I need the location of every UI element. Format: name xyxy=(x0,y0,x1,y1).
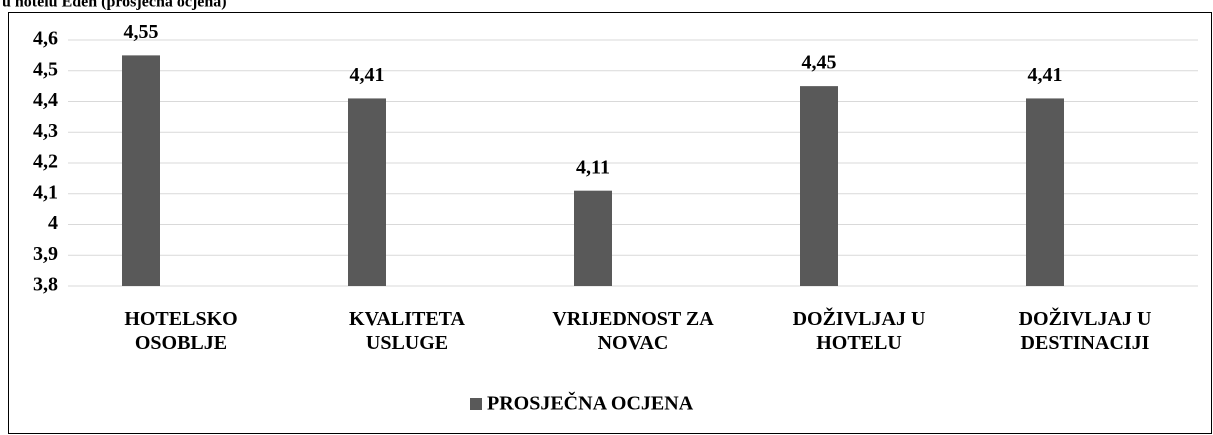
data-label: 4,41 xyxy=(350,64,385,86)
y-tick-label: 4,4 xyxy=(33,89,58,111)
y-tick-label: 4,2 xyxy=(33,151,58,173)
data-label: 4,41 xyxy=(1028,64,1063,86)
chart-title: u hotelu Eden (prosječna ocjena) xyxy=(2,0,227,11)
bar xyxy=(574,190,612,286)
bar xyxy=(122,55,160,286)
data-label: 4,45 xyxy=(802,52,837,74)
legend-label: PROSJEČNA OCJENA xyxy=(487,391,694,415)
bar xyxy=(800,86,838,286)
bar xyxy=(1026,98,1064,286)
data-label: 4,11 xyxy=(576,156,610,178)
x-tick-label: VRIJEDNOST ZA NOVAC xyxy=(552,308,714,354)
data-label: 4,55 xyxy=(124,21,159,43)
legend-swatch xyxy=(470,398,482,410)
bar xyxy=(348,98,386,286)
y-tick-label: 4,3 xyxy=(33,120,58,142)
y-tick-label: 4 xyxy=(48,212,58,234)
x-tick-label: DOŽIVLJAJ U HOTELU xyxy=(793,306,926,354)
x-tick-label: KVALITETA USLUGE xyxy=(349,308,466,354)
x-tick-label: HOTELSKO OSOBLJE xyxy=(124,308,237,354)
y-tick-label: 4,5 xyxy=(33,58,58,80)
y-tick-label: 4,6 xyxy=(33,28,58,50)
x-tick-label: DOŽIVLJAJ U DESTINACIJI xyxy=(1019,306,1152,354)
y-tick-label: 3,9 xyxy=(33,243,58,265)
y-tick-label: 4,1 xyxy=(33,181,58,203)
y-tick-label: 3,8 xyxy=(33,274,58,296)
